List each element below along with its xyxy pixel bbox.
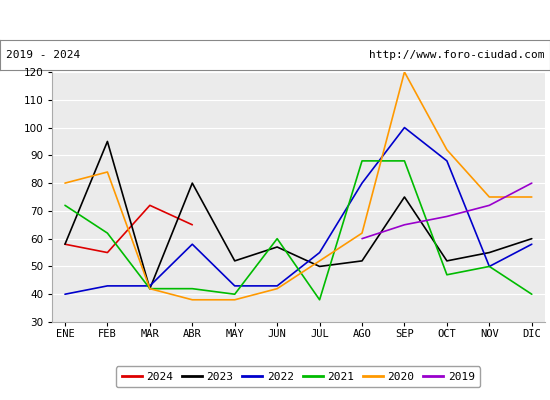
- Text: 2019 - 2024: 2019 - 2024: [6, 50, 80, 60]
- Text: http://www.foro-ciudad.com: http://www.foro-ciudad.com: [369, 50, 544, 60]
- Legend: 2024, 2023, 2022, 2021, 2020, 2019: 2024, 2023, 2022, 2021, 2020, 2019: [116, 366, 481, 388]
- Text: Evolucion Nº Turistas Extranjeros en el municipio de Moral de Calatrava: Evolucion Nº Turistas Extranjeros en el …: [13, 14, 537, 28]
